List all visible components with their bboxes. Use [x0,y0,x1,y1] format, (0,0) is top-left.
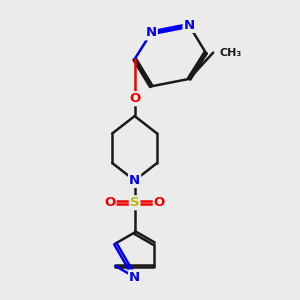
Text: N: N [129,174,140,187]
Text: N: N [184,19,195,32]
Text: S: S [130,196,140,209]
Text: CH₃: CH₃ [219,48,242,58]
Text: N: N [129,271,140,284]
Text: N: N [146,26,157,39]
Text: O: O [129,92,140,105]
Text: O: O [104,196,116,209]
Text: O: O [154,196,165,209]
